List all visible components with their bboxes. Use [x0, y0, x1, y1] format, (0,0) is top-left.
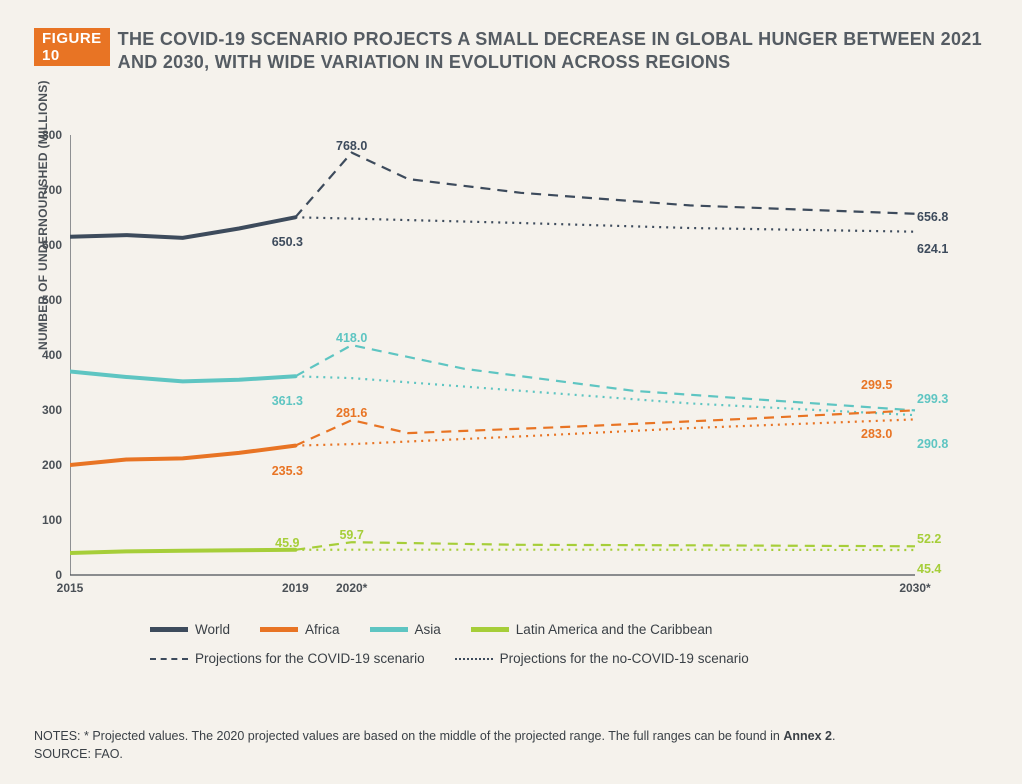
y-tick-label: 600: [32, 238, 62, 252]
y-tick-label: 400: [32, 348, 62, 362]
legend-swatch: [471, 627, 509, 632]
series-nocovid: [295, 217, 915, 231]
legend-item: Latin America and the Caribbean: [471, 622, 713, 637]
x-tick-label: 2020*: [336, 581, 367, 595]
legend: World Africa Asia Latin America and the …: [150, 622, 950, 680]
legend-label: Latin America and the Caribbean: [516, 622, 713, 637]
series-nocovid: [295, 419, 915, 445]
x-tick-label: 2030*: [899, 581, 930, 595]
legend-label: Projections for the COVID-19 scenario: [195, 651, 425, 666]
data-label: 235.3: [272, 464, 303, 478]
data-label: 656.8: [917, 210, 948, 224]
y-tick-label: 500: [32, 293, 62, 307]
series-covid: [295, 410, 915, 445]
legend-swatch: [455, 658, 493, 660]
legend-item: Africa: [260, 622, 340, 637]
figure-container: FIGURE 10 THE COVID-19 SCENARIO PROJECTS…: [0, 0, 1022, 784]
y-axis-label: NUMBER OF UNDERNOURISHED (MILLIONS): [36, 80, 50, 350]
x-tick-label: 2019: [282, 581, 309, 595]
series-solid: [70, 372, 295, 382]
legend-swatch: [370, 627, 408, 632]
y-tick-label: 200: [32, 458, 62, 472]
data-label: 650.3: [272, 235, 303, 249]
notes-text: NOTES: * Projected values. The 2020 proj…: [34, 729, 783, 743]
x-tick-label: 2015: [57, 581, 84, 595]
series-covid: [295, 345, 915, 410]
source-text: SOURCE: FAO.: [34, 747, 123, 761]
legend-label: Africa: [305, 622, 340, 637]
notes-block: NOTES: * Projected values. The 2020 proj…: [34, 727, 835, 765]
legend-swatch: [150, 627, 188, 632]
notes-annex: Annex 2: [783, 729, 832, 743]
data-label: 299.5: [861, 378, 892, 392]
data-label: 59.7: [339, 528, 363, 542]
series-solid: [70, 550, 295, 553]
y-tick-label: 300: [32, 403, 62, 417]
data-label: 52.2: [917, 532, 941, 546]
data-label: 45.9: [275, 536, 299, 550]
legend-item: Projections for the no-COVID-19 scenario: [455, 651, 749, 666]
y-tick-label: 100: [32, 513, 62, 527]
figure-title: THE COVID-19 SCENARIO PROJECTS A SMALL D…: [118, 28, 988, 74]
data-label: 418.0: [336, 331, 367, 345]
data-label: 299.3: [917, 392, 948, 406]
series-solid: [70, 217, 295, 238]
series-solid: [70, 446, 295, 465]
legend-row-regions: World Africa Asia Latin America and the …: [150, 622, 950, 637]
series-covid: [295, 153, 915, 218]
data-label: 281.6: [336, 406, 367, 420]
data-label: 624.1: [917, 242, 948, 256]
legend-item: Projections for the COVID-19 scenario: [150, 651, 425, 666]
legend-item: Asia: [370, 622, 441, 637]
title-row: FIGURE 10 THE COVID-19 SCENARIO PROJECTS…: [34, 28, 988, 74]
chart-area: 0100200300400500600700800201520192020*20…: [70, 135, 980, 575]
y-tick-label: 800: [32, 128, 62, 142]
chart-svg: [70, 135, 980, 577]
data-label: 768.0: [336, 139, 367, 153]
notes-suffix: .: [832, 729, 835, 743]
legend-label: Projections for the no-COVID-19 scenario: [500, 651, 749, 666]
series-nocovid: [295, 376, 915, 415]
data-label: 45.4: [917, 562, 941, 576]
data-label: 361.3: [272, 394, 303, 408]
y-tick-label: 0: [32, 568, 62, 582]
y-tick-label: 700: [32, 183, 62, 197]
legend-swatch: [150, 658, 188, 660]
legend-item: World: [150, 622, 230, 637]
data-label: 290.8: [917, 437, 948, 451]
legend-row-scenarios: Projections for the COVID-19 scenario Pr…: [150, 651, 950, 666]
figure-badge: FIGURE 10: [34, 28, 110, 66]
legend-swatch: [260, 627, 298, 632]
legend-label: World: [195, 622, 230, 637]
data-label: 283.0: [861, 427, 892, 441]
legend-label: Asia: [415, 622, 441, 637]
